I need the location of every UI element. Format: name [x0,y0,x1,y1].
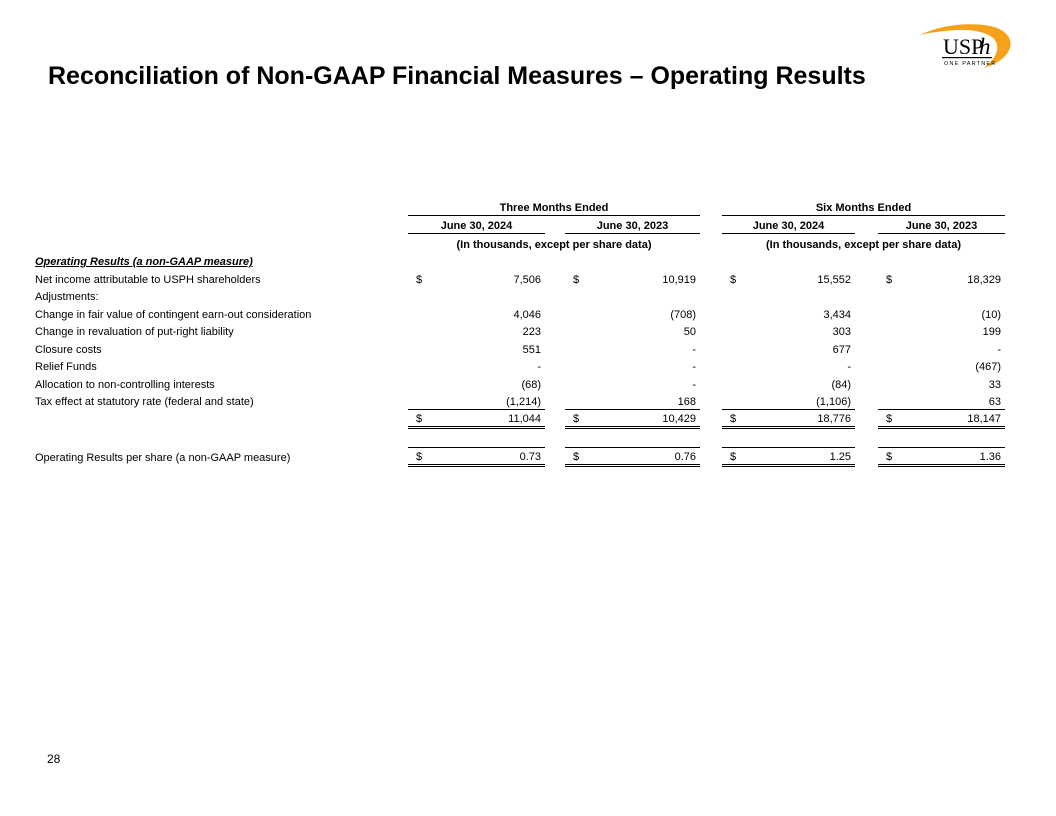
row-label: Allocation to non-controlling interests [35,378,215,391]
amount-value: 168 [677,395,696,408]
financial-table: Three Months Ended Six Months Ended June… [35,198,1005,467]
table-row: Allocation to non-controlling interests … [35,374,1005,392]
amount-value: 303 [832,326,851,338]
currency-symbol: $ [416,273,423,286]
brand-text: USP [943,34,983,59]
amount-value: (10) [981,308,1001,321]
amount-value: 10,429 [662,412,696,425]
currency-symbol: $ [573,450,580,463]
column-header: June 30, 2024 [722,215,855,234]
amount-value: 677 [832,343,851,356]
row-label: Closure costs [35,343,102,356]
group-header-three-months: Three Months Ended [408,198,700,216]
currency-symbol: $ [886,450,893,463]
amount-value: 4,046 [513,308,541,321]
currency-symbol: $ [730,412,737,425]
section-heading: Operating Results (a non-GAAP measure) [35,256,253,268]
table-row: Relief Funds - - - (467) [35,357,1005,375]
row-label: Relief Funds [35,361,97,373]
currency-symbol: $ [730,273,737,286]
page-title: Reconciliation of Non-GAAP Financial Mea… [48,62,866,90]
row-label: Net income attributable to USPH sharehol… [35,273,261,286]
currency-symbol: $ [886,273,893,286]
amount-value: 18,776 [817,412,851,425]
amount-value: - [692,361,696,373]
amount-value: - [847,361,851,373]
column-header-row: June 30, 2024 June 30, 2023 June 30, 202… [35,215,1005,234]
section-heading-row: Operating Results (a non-GAAP measure) [35,252,1005,269]
group-header-row: Three Months Ended Six Months Ended [35,198,1005,216]
table-row: Closure costs 551 - 677 - [35,339,1005,357]
amount-value: - [997,343,1001,356]
amount-value: (1,106) [816,395,851,408]
amount-value: 11,044 [508,412,541,425]
amount-value: 63 [988,395,1001,408]
amount-value: - [692,378,696,391]
amount-value: 10,919 [662,273,696,286]
row-label: Tax effect at statutory rate (federal an… [35,396,254,408]
amount-value: 0.73 [519,450,541,463]
currency-symbol: $ [416,412,423,425]
table-row: Adjustments: [35,287,1005,305]
units-note: (In thousands, except per share data) [456,239,652,251]
amount-value: 1.25 [829,450,851,463]
amount-value: 33 [988,378,1001,391]
amount-value: (68) [521,378,541,391]
amount-value: 15,552 [817,273,851,286]
amount-value: 0.76 [674,450,696,463]
column-header: June 30, 2023 [565,215,700,234]
table-row: Change in fair value of contingent earn-… [35,304,1005,322]
column-header: June 30, 2024 [408,215,545,234]
row-label: Change in fair value of contingent earn-… [35,308,312,321]
amount-value: - [692,343,696,356]
currency-symbol: $ [573,273,580,286]
table-row: Net income attributable to USPH sharehol… [35,269,1005,287]
row-label: Change in revaluation of put-right liabi… [35,326,234,338]
page-number: 28 [47,752,61,766]
row-label: Operating Results per share (a non-GAAP … [35,452,291,464]
amount-value: - [537,361,541,373]
amount-value: 50 [683,326,696,338]
svg-text:h: h [979,34,991,59]
per-share-row: Operating Results per share (a non-GAAP … [35,446,1005,467]
table-row: Change in revaluation of put-right liabi… [35,322,1005,340]
currency-symbol: $ [416,450,423,463]
group-header-six-months: Six Months Ended [722,198,1005,216]
currency-symbol: $ [886,412,893,425]
amount-value: 3,434 [823,308,851,321]
amount-value: (708) [670,308,696,321]
amount-value: 551 [522,343,541,356]
column-header: June 30, 2023 [878,215,1005,234]
amount-value: 18,147 [967,412,1001,425]
total-row: $11,044 $10,429 $18,776 $18,147 [35,409,1005,429]
usph-swoosh-icon: USP h ONE PARTNER [920,24,1011,68]
row-label: Adjustments: [35,291,99,303]
amount-value: 199 [982,326,1001,338]
brand-logo: USP h ONE PARTNER [915,18,1015,76]
brand-tagline: ONE PARTNER [944,61,996,67]
currency-symbol: $ [573,412,580,425]
table-row: Tax effect at statutory rate (federal an… [35,391,1005,410]
currency-symbol: $ [730,450,737,463]
amount-value: (467) [975,361,1001,373]
units-note: (In thousands, except per share data) [766,239,961,251]
amount-value: 1.36 [979,450,1001,463]
amount-value: 7,506 [513,273,541,286]
amount-value: (1,214) [506,395,541,408]
units-note-row: (In thousands, except per share data) (I… [35,233,1005,252]
amount-value: 223 [522,326,541,338]
amount-value: 18,329 [967,273,1001,286]
amount-value: (84) [831,378,851,391]
